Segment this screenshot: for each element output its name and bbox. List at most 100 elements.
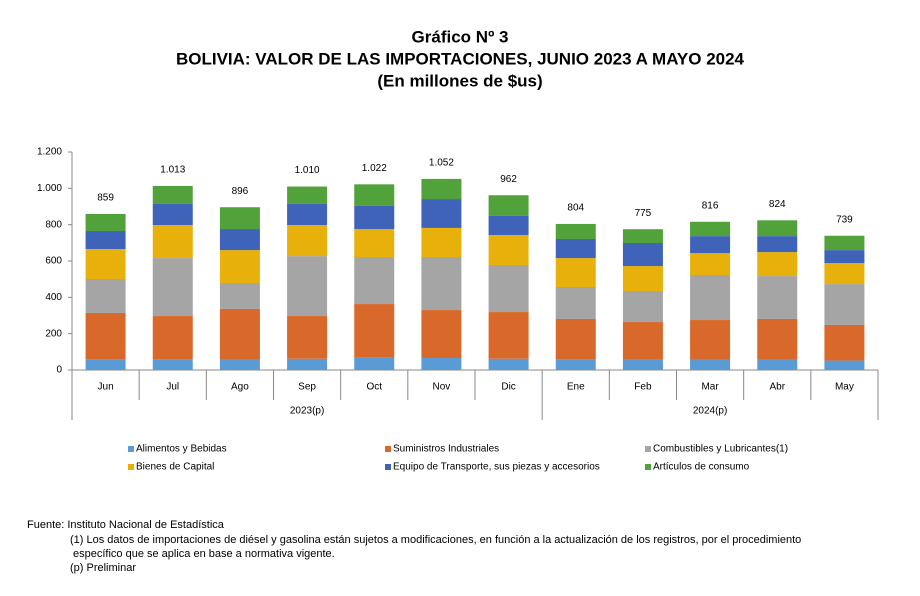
y-tick-label: 200 (45, 328, 62, 339)
chart-subtitle: BOLIVIA: VALOR DE LAS IMPORTACIONES, JUN… (176, 49, 745, 68)
legend-label: Combustibles y Lubricantes(1) (653, 444, 788, 455)
year-label: 2023(p) (290, 406, 324, 417)
bar-segment (421, 310, 462, 359)
total-label: 962 (500, 174, 517, 185)
y-tick-label: 800 (45, 219, 62, 230)
bar-segment (287, 358, 328, 370)
chart-title: Gráfico Nº 3 (412, 27, 509, 46)
bar-segment (421, 257, 462, 311)
bar-segment (622, 243, 663, 267)
x-tick-label: Feb (634, 382, 652, 393)
bar-segment (690, 359, 731, 370)
bar-segment (757, 236, 798, 253)
bar-segment (757, 276, 798, 319)
x-tick-label: May (835, 382, 854, 393)
bar-segment (622, 290, 663, 323)
y-tick-label: 1.000 (37, 183, 62, 194)
bar-segment (219, 359, 260, 370)
bar-segment (287, 256, 328, 317)
year-label: 2024(p) (693, 406, 727, 417)
total-label: 824 (769, 199, 786, 210)
bar-segment (287, 203, 328, 226)
bar-segment (488, 215, 529, 236)
bar-segment (152, 225, 193, 259)
bar-segment (421, 199, 462, 228)
note: (1) Los datos de importaciones de diésel… (70, 534, 801, 546)
bar-segment (555, 223, 596, 240)
bar-segment (622, 359, 663, 370)
bar-segment (824, 360, 865, 370)
y-tick-label: 600 (45, 256, 62, 267)
bar-segment (354, 184, 395, 206)
x-tick-label: Sep (298, 382, 316, 393)
bar-segment (757, 318, 798, 360)
bar-segment (757, 220, 798, 237)
bar-segment (152, 258, 193, 317)
bar-segment (555, 239, 596, 259)
unit-label: (En millones de $us) (377, 71, 542, 90)
bar-segment (85, 213, 126, 232)
bar-segment (354, 257, 395, 305)
legend-swatch (128, 464, 134, 470)
x-tick-label: Abr (769, 382, 785, 393)
bar-segment (555, 286, 596, 319)
bar-segment (152, 203, 193, 226)
bar-segment (690, 221, 731, 237)
bar-segment (555, 318, 596, 360)
bar-segment (85, 278, 126, 313)
bar-segment (555, 359, 596, 370)
bar-segment (152, 185, 193, 204)
bar-segment (421, 358, 462, 370)
total-label: 804 (567, 203, 584, 214)
x-tick-label: Ago (231, 382, 249, 393)
total-label: 1.052 (429, 158, 454, 169)
x-tick-label: Oct (366, 382, 382, 393)
bar-segment (287, 186, 328, 204)
total-label: 739 (836, 214, 853, 225)
bar-segment (85, 231, 126, 250)
bar-segment (488, 312, 529, 359)
x-tick-label: Jul (166, 382, 179, 393)
bar-segment (354, 229, 395, 258)
bar-segment (824, 324, 865, 361)
total-label: 896 (232, 186, 249, 197)
x-tick-label: Dic (501, 382, 515, 393)
bar-segment (287, 225, 328, 257)
legend-swatch (385, 446, 391, 452)
x-tick-label: Nov (433, 382, 451, 393)
legend-label: Alimentos y Bebidas (136, 444, 227, 455)
x-tick-label: Jun (98, 382, 114, 393)
bar-segment (219, 207, 260, 230)
bar-segment (354, 304, 395, 358)
bar-segment (287, 316, 328, 359)
y-tick-label: 0 (56, 365, 62, 376)
bar-segment (85, 359, 126, 370)
bar-segment (690, 274, 731, 321)
bar-segment (690, 236, 731, 254)
bar-segment (488, 235, 529, 265)
bar-segment (85, 312, 126, 360)
total-label: 816 (702, 200, 719, 211)
note: específico que se aplica en base a norma… (73, 548, 335, 560)
bar-segment (622, 229, 663, 244)
bar-segment (555, 258, 596, 287)
bar-segment (152, 359, 193, 370)
bar-segment (690, 253, 731, 275)
y-tick-label: 400 (45, 292, 62, 303)
bar-segment (757, 359, 798, 370)
bar-segment (85, 249, 126, 279)
total-label: 1.010 (295, 165, 320, 176)
bar-segment (488, 195, 529, 216)
bar-segment (421, 178, 462, 200)
legend-label: Equipo de Transporte, sus piezas y acces… (393, 462, 600, 473)
bar-segment (622, 322, 663, 360)
bar-segment (824, 235, 865, 251)
legend-label: Suministros Industriales (393, 444, 499, 455)
total-label: 775 (635, 208, 652, 219)
note: (p) Preliminar (70, 562, 136, 574)
total-label: 1.022 (362, 163, 387, 174)
legend-swatch (645, 446, 651, 452)
bar-segment (757, 252, 798, 277)
bar-segment (421, 227, 462, 258)
